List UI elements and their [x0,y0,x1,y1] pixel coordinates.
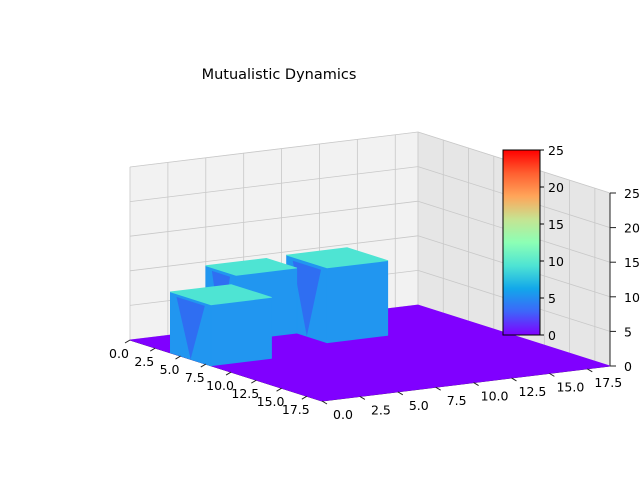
x-tick-mark [175,355,181,360]
grid-line-z-left [129,166,419,202]
z-tick-label: 20 [624,221,640,236]
peak-top-face [286,247,389,269]
colorbar-ticks: 0 5 10 15 20 25 [540,143,564,343]
x-tick-label: 17.5 [282,402,310,417]
y-tick-mark [321,400,328,405]
x-tick-mark [251,379,257,384]
x-tick-label: 0.0 [109,346,129,361]
x-tick-mark [150,347,156,352]
y-tick-mark [435,386,441,391]
grid-line-z-left [129,131,419,168]
y-tick-label: 10.0 [481,389,509,404]
surface-peak [169,284,272,367]
colorbar-tick-label: 10 [548,254,564,269]
z-tick-label: 10 [624,290,640,305]
y-tick-mark [587,368,593,373]
surface-peak [286,247,389,344]
peak-top-face [205,257,298,276]
y-tick-mark [511,377,517,382]
grid-line-z-left [129,200,419,237]
peak-crease [176,296,205,360]
x-tick-mark [124,339,131,344]
colorbar-tick-label: 15 [548,217,564,232]
colorbar-tick-label: 0 [548,328,556,343]
z-tick-label: 0 [624,359,632,374]
y-tick-label: 7.5 [447,393,467,408]
y-tick-mark [397,391,404,396]
y-tick-label: 17.5 [594,375,622,390]
chart-title: Mutualistic Dynamics [202,67,357,83]
x-tick-label: 12.5 [231,386,259,401]
y-tick-label: 12.5 [519,384,547,399]
x-tick-mark [276,387,282,392]
y-tick-label: 2.5 [371,402,391,417]
z-tick-label: 25 [624,186,640,201]
y-tick-label: 0.0 [333,407,353,422]
z-tick-label: 5 [624,324,632,339]
z-axis-ticks: 0 5 10 15 20 25 [610,186,640,374]
grid-line-z-left [129,235,419,272]
y-tick-mark [473,382,479,387]
peak-crease [292,260,321,337]
x-tick-mark [301,395,308,400]
x-tick-mark [200,363,207,368]
y-tick-mark [549,372,555,377]
x-tick-label: 15.0 [257,394,285,409]
x-tick-label: 10.0 [206,378,234,393]
x-axis-ticks: 0.0 2.5 5.0 7.510.012.515.017.5 [109,339,310,417]
colorbar-tick-label: 20 [548,180,564,195]
z-tick-label: 15 [624,255,640,270]
x-tick-label: 7.5 [185,370,205,385]
y-tick-label: 5.0 [409,398,429,413]
peak-side-face [210,296,272,367]
colorbar-tick-label: 5 [548,291,556,306]
y-axis-ticks: 0.0 2.5 5.0 7.5 10.0 12.5 15.0 17.5 [321,368,622,422]
colorbar-gradient [502,149,541,336]
colorbar-tick-label: 25 [548,143,564,158]
y-tick-label: 15.0 [556,379,584,394]
y-tick-mark [359,395,366,400]
x-tick-label: 5.0 [160,362,180,377]
peak-side-face [326,260,389,344]
x-tick-label: 2.5 [134,354,154,369]
peak-top-face [169,284,272,306]
x-tick-mark [225,371,232,376]
colorbar: 0 5 10 15 20 25 [502,143,564,343]
